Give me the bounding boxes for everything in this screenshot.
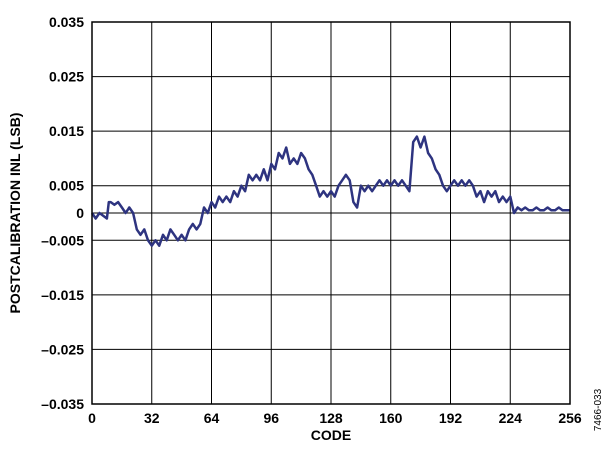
inl-series-line <box>90 135 570 247</box>
y-tick-label: –0.005 <box>41 232 84 248</box>
x-tick-label: 224 <box>499 410 523 426</box>
x-tick-label: 128 <box>319 410 343 426</box>
x-tick-label: 160 <box>379 410 403 426</box>
x-tick-label: 96 <box>263 410 279 426</box>
x-tick-label: 64 <box>204 410 220 426</box>
y-tick-labels: 0.035 0.025 0.015 0.005 0 –0.005 –0.015 –0.025 –… <box>41 14 84 412</box>
y-tick-label: 0.025 <box>49 69 84 85</box>
y-tick-label: –0.015 <box>41 287 84 303</box>
x-tick-labels: 0 32 64 96 128 160 192 224 256 <box>88 410 582 426</box>
series-line-layer <box>90 135 570 247</box>
x-tick-label: 256 <box>558 410 582 426</box>
grid-lines <box>91 21 571 405</box>
figure-id: 7466-033 <box>593 388 604 431</box>
y-tick-label: 0.035 <box>49 14 84 30</box>
plot-frame <box>91 21 571 405</box>
y-tick-label: –0.035 <box>41 396 84 412</box>
y-axis-label: POSTCALIBRATION INL (LSB) <box>7 113 23 314</box>
y-tick-label: 0 <box>76 205 84 221</box>
x-tick-label: 32 <box>144 410 160 426</box>
x-tick-label: 0 <box>88 410 96 426</box>
y-tick-label: –0.025 <box>41 341 84 357</box>
x-axis-label: CODE <box>311 427 351 443</box>
y-tick-label: 0.015 <box>49 123 84 139</box>
x-tick-label: 192 <box>439 410 463 426</box>
y-tick-label: 0.005 <box>49 178 84 194</box>
